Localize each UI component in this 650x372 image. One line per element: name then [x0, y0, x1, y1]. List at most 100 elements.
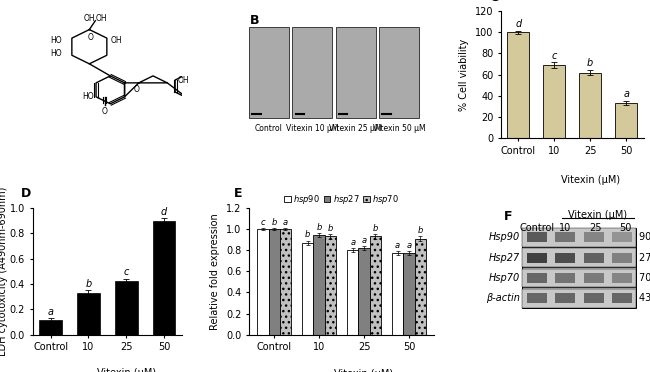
- Bar: [335, 28, 376, 118]
- Text: b: b: [417, 226, 423, 235]
- Bar: [415, 238, 426, 335]
- Text: c: c: [124, 267, 129, 278]
- Text: Vitexin 10 μM: Vitexin 10 μM: [286, 124, 339, 132]
- Text: Vitexin (μM): Vitexin (μM): [561, 175, 620, 185]
- Text: D: D: [21, 187, 31, 200]
- Bar: [612, 293, 632, 304]
- Text: a: a: [361, 236, 367, 245]
- Bar: [526, 253, 547, 263]
- Bar: [584, 273, 604, 283]
- Legend: $hsp90$, $hsp27$, $hsp70$: $hsp90$, $hsp27$, $hsp70$: [281, 189, 402, 209]
- Bar: [543, 65, 565, 138]
- Text: 70 kDa: 70 kDa: [638, 273, 650, 283]
- Text: 50: 50: [619, 223, 631, 233]
- Text: OH: OH: [111, 36, 123, 45]
- Bar: [612, 232, 632, 243]
- Text: O: O: [134, 85, 140, 94]
- Text: a: a: [623, 90, 629, 99]
- Bar: [249, 28, 289, 118]
- Text: β-actin: β-actin: [486, 293, 520, 303]
- Bar: [347, 250, 358, 335]
- Text: Hsp70: Hsp70: [489, 273, 520, 283]
- Text: B: B: [250, 14, 259, 27]
- Text: OH: OH: [177, 76, 189, 84]
- Bar: [379, 28, 419, 118]
- Text: b: b: [328, 224, 333, 233]
- Y-axis label: Relative fold expression: Relative fold expression: [211, 213, 220, 330]
- Text: O: O: [88, 33, 94, 42]
- Bar: [523, 248, 636, 267]
- Text: b: b: [317, 223, 322, 232]
- Text: HO: HO: [82, 92, 94, 101]
- Bar: [325, 237, 336, 335]
- Text: Vitexin (μM): Vitexin (μM): [335, 369, 394, 372]
- Bar: [555, 232, 575, 243]
- Text: d: d: [515, 19, 521, 29]
- Text: a: a: [283, 218, 288, 227]
- Text: a: a: [395, 241, 400, 250]
- Text: Control: Control: [519, 223, 554, 233]
- Bar: [526, 232, 547, 243]
- Text: Hsp27: Hsp27: [489, 253, 520, 263]
- Text: OH: OH: [84, 14, 95, 23]
- Bar: [257, 229, 268, 335]
- Text: HO: HO: [50, 36, 62, 45]
- Text: 10: 10: [559, 223, 571, 233]
- Bar: [39, 320, 62, 335]
- Bar: [403, 253, 415, 335]
- Text: b: b: [85, 279, 92, 289]
- Text: c: c: [552, 51, 557, 61]
- Bar: [584, 293, 604, 304]
- Text: Vitexin 25 μM: Vitexin 25 μM: [330, 124, 382, 132]
- Bar: [77, 293, 99, 335]
- Text: c: c: [261, 218, 265, 227]
- Bar: [153, 221, 176, 335]
- Text: Vitexin 50 μM: Vitexin 50 μM: [372, 124, 425, 132]
- Bar: [523, 228, 636, 247]
- Bar: [523, 228, 636, 308]
- Bar: [555, 253, 575, 263]
- Y-axis label: % Cell viability: % Cell viability: [460, 38, 469, 111]
- Text: F: F: [504, 210, 512, 223]
- Text: Control: Control: [255, 124, 283, 132]
- Text: Vitexin (μM): Vitexin (μM): [568, 211, 627, 221]
- Text: 90 kDa: 90 kDa: [638, 232, 650, 243]
- Text: d: d: [161, 206, 167, 217]
- Bar: [526, 293, 547, 304]
- Text: b: b: [587, 58, 593, 68]
- Text: b: b: [272, 218, 277, 227]
- Text: O: O: [102, 107, 108, 116]
- Bar: [523, 269, 636, 287]
- Bar: [508, 32, 529, 138]
- Bar: [612, 253, 632, 263]
- Bar: [392, 253, 403, 335]
- Text: HO: HO: [50, 48, 62, 58]
- Bar: [115, 282, 138, 335]
- Text: a: a: [350, 238, 356, 247]
- Text: a: a: [406, 241, 411, 250]
- Bar: [292, 28, 332, 118]
- Bar: [612, 273, 632, 283]
- Bar: [280, 229, 291, 335]
- Bar: [555, 273, 575, 283]
- Text: b: b: [306, 230, 311, 240]
- Text: E: E: [234, 187, 242, 200]
- Bar: [523, 289, 636, 308]
- Bar: [268, 229, 280, 335]
- Text: 43 kDa: 43 kDa: [638, 293, 650, 303]
- Bar: [526, 273, 547, 283]
- Bar: [555, 293, 575, 304]
- Text: 25: 25: [589, 223, 601, 233]
- Bar: [616, 103, 637, 138]
- Bar: [370, 237, 381, 335]
- Text: 27 kDa: 27 kDa: [638, 253, 650, 263]
- Y-axis label: LDH cytotoxicity (A490nm-690nm): LDH cytotoxicity (A490nm-690nm): [0, 187, 8, 356]
- Text: b: b: [372, 224, 378, 233]
- Bar: [358, 248, 370, 335]
- Text: Hsp90: Hsp90: [489, 232, 520, 243]
- Text: Vitexin (μM): Vitexin (μM): [97, 368, 156, 372]
- Text: a: a: [47, 307, 54, 317]
- Bar: [579, 73, 601, 138]
- Bar: [313, 235, 325, 335]
- Text: OH: OH: [96, 14, 108, 23]
